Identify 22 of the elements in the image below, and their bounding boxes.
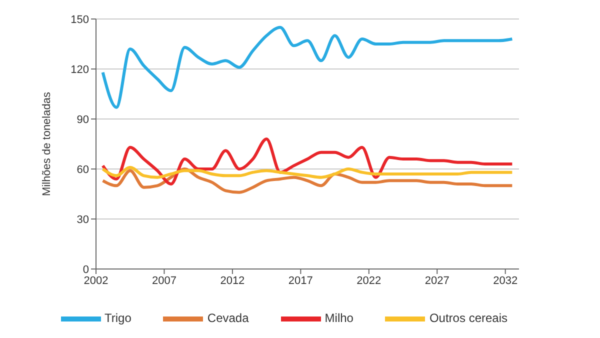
legend-label: Trigo <box>104 311 132 326</box>
x-tick-label: 2022 <box>356 274 382 287</box>
y-tick-label: 150 <box>70 14 89 26</box>
y-tick-label: 90 <box>76 114 89 126</box>
x-tick-label: 2007 <box>152 274 176 287</box>
legend-label: Cevada <box>207 311 249 326</box>
line-series <box>101 26 514 109</box>
x-tick-label: 2017 <box>288 274 313 287</box>
line-series <box>101 166 514 179</box>
x-tick-label: 2002 <box>84 274 108 287</box>
line-series <box>101 138 514 186</box>
x-tick-label: 2027 <box>424 274 450 287</box>
y-tick-label: 60 <box>76 164 89 176</box>
legend-label: Milho <box>324 311 354 326</box>
line-series <box>101 168 514 194</box>
x-tick-label: 2012 <box>220 274 245 287</box>
y-tick-label: 0 <box>82 264 89 276</box>
y-tick-label: 30 <box>76 214 89 226</box>
legend-label: Outros cereais <box>429 311 508 326</box>
y-tick-label: 120 <box>70 64 89 76</box>
y-axis-title: Milhões de toneladas <box>40 92 53 196</box>
x-tick-label: 2032 <box>493 274 518 287</box>
